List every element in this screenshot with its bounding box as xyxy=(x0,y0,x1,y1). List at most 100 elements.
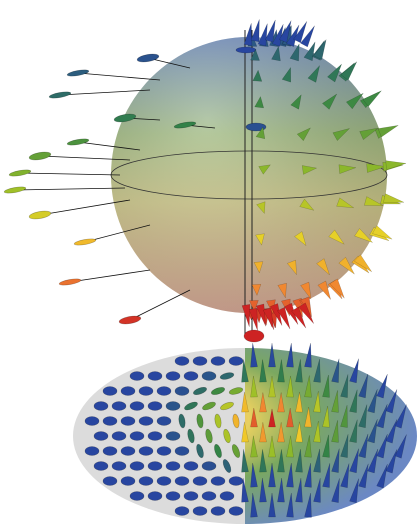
spin-disk xyxy=(183,461,199,471)
spin-disk xyxy=(165,491,181,501)
sphere xyxy=(110,30,388,335)
cone xyxy=(336,197,355,209)
cone xyxy=(250,407,258,428)
cone xyxy=(250,343,258,368)
cone xyxy=(268,343,276,368)
cone xyxy=(271,45,281,62)
cone xyxy=(268,492,276,518)
spin-disk xyxy=(102,476,118,486)
cone xyxy=(313,478,321,503)
cone xyxy=(248,307,258,331)
spin-disk xyxy=(129,431,145,441)
cone xyxy=(322,434,330,458)
cone xyxy=(276,307,291,330)
cone xyxy=(321,93,338,110)
cone xyxy=(304,493,312,518)
cone xyxy=(255,303,266,327)
cone xyxy=(298,302,314,324)
cone xyxy=(327,63,342,83)
cone xyxy=(249,300,259,313)
cone xyxy=(241,478,249,503)
cone xyxy=(304,406,312,428)
cone xyxy=(250,375,258,398)
spin-disk xyxy=(202,401,216,411)
cone xyxy=(294,231,307,247)
cone xyxy=(316,258,331,276)
spin-disk xyxy=(210,476,226,486)
cone xyxy=(277,359,285,383)
cone xyxy=(250,462,258,488)
sphere-shade xyxy=(111,37,387,313)
cone xyxy=(255,233,265,246)
spin-disk xyxy=(219,372,235,380)
cone xyxy=(286,462,294,488)
cone xyxy=(250,48,260,61)
pointer-line xyxy=(39,155,131,161)
spin-disk xyxy=(93,401,109,411)
cone xyxy=(300,281,312,301)
pointer-line xyxy=(14,187,126,191)
cone xyxy=(367,419,378,444)
pointer-line xyxy=(84,224,151,243)
cone xyxy=(277,449,285,473)
cone xyxy=(255,126,266,140)
cone xyxy=(340,405,348,428)
cone xyxy=(385,160,407,170)
cone xyxy=(286,492,294,518)
cone xyxy=(332,127,351,141)
cone xyxy=(377,125,399,138)
cone xyxy=(281,66,292,83)
pointer-line xyxy=(19,172,121,176)
cone xyxy=(383,193,405,203)
spin-disk xyxy=(28,210,52,220)
cone xyxy=(257,23,268,47)
cone xyxy=(322,374,330,398)
spin-disk xyxy=(223,428,231,444)
spin-disk xyxy=(243,329,265,343)
cone xyxy=(313,391,321,413)
cone xyxy=(241,391,249,413)
cone xyxy=(253,261,264,274)
spin-disk xyxy=(120,476,136,486)
cone xyxy=(278,20,292,43)
cone xyxy=(331,358,340,383)
cone xyxy=(349,478,359,504)
spin-disk xyxy=(129,491,145,501)
spin-disk xyxy=(201,491,217,501)
cone xyxy=(385,419,398,444)
cone xyxy=(331,420,339,443)
spin-disk xyxy=(184,401,198,411)
spin-disk xyxy=(228,387,244,395)
spin-disk xyxy=(84,446,100,456)
cone xyxy=(322,463,331,488)
cone xyxy=(394,434,407,459)
cone xyxy=(304,343,312,368)
cone xyxy=(254,95,265,109)
cone xyxy=(317,280,331,300)
spin-disk xyxy=(156,446,172,456)
spin-disk xyxy=(187,428,195,444)
cone xyxy=(264,19,276,43)
cone xyxy=(372,225,393,240)
cone xyxy=(349,389,358,413)
spin-disk xyxy=(138,386,154,396)
spin-disk xyxy=(231,444,241,458)
cone xyxy=(331,448,340,473)
spin-disk xyxy=(214,413,222,429)
cone xyxy=(268,376,276,398)
cone xyxy=(286,407,294,428)
spin-disk xyxy=(183,491,199,501)
spin-disk xyxy=(66,138,90,146)
cone xyxy=(271,24,284,47)
spin-disk xyxy=(178,413,186,429)
cone xyxy=(313,39,327,60)
cone xyxy=(295,359,303,383)
spin-disk xyxy=(201,371,217,381)
spin-disk xyxy=(245,122,267,132)
spin-disk xyxy=(93,431,109,441)
cone xyxy=(362,90,382,107)
cone xyxy=(367,448,379,474)
cone xyxy=(340,374,349,398)
spin-disk xyxy=(129,371,145,381)
